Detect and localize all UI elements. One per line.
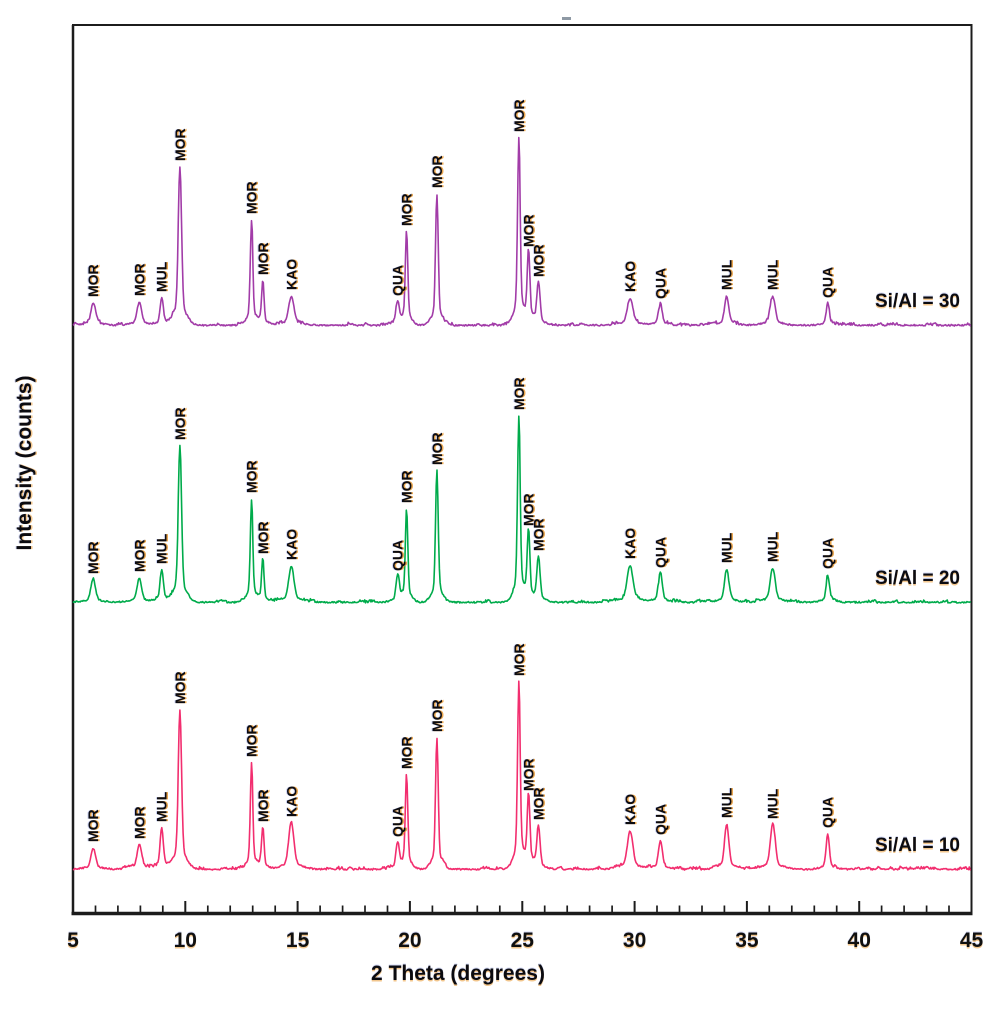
peak-label-mor: MOR — [429, 699, 445, 732]
peak-label-mul: MUL — [765, 259, 781, 290]
peak-label-qua: QUA — [390, 540, 406, 571]
peak-label-mor: MOR — [429, 155, 445, 188]
peak-label-mor: MOR — [85, 809, 101, 842]
peak-label-mor: MOR — [399, 470, 415, 503]
peak-label-qua: QUA — [652, 804, 668, 835]
peak-label-mor: MOR — [530, 244, 546, 277]
peak-label-mor: MOR — [521, 758, 537, 791]
x-tick-label: 35 — [735, 929, 759, 952]
peak-label-mor: MOR — [255, 521, 271, 554]
peak-label-mor: MOR — [85, 541, 101, 574]
peak-label-mor: MOR — [131, 263, 147, 296]
peak-label-mor: MOR — [399, 193, 415, 226]
top-dash — [562, 17, 571, 20]
x-tick-label: 20 — [398, 929, 421, 952]
peak-label-qua: QUA — [652, 537, 668, 568]
peak-label-qua: QUA — [820, 538, 836, 569]
series-label: Si/Al = 30 — [875, 291, 960, 312]
x-tick-label: 40 — [848, 929, 871, 952]
peak-label-mor: MOR — [172, 671, 188, 704]
peak-label-mor: MOR — [511, 377, 527, 410]
y-axis-title: Intensity (counts) — [13, 375, 36, 551]
peak-label-mor: MOR — [131, 806, 147, 839]
peak-label-mor: MOR — [244, 460, 260, 493]
peak-label-mor: MOR — [511, 643, 527, 676]
peak-label-mul: MUL — [719, 259, 735, 290]
peak-label-mor: MOR — [521, 214, 537, 247]
peak-label-mor: MOR — [511, 99, 527, 132]
peak-label-mul: MUL — [154, 791, 170, 822]
xrd-trace-20 — [72, 415, 971, 604]
peak-label-mor: MOR — [255, 242, 271, 275]
peak-label-mul: MUL — [154, 533, 170, 564]
x-tick-label: 45 — [960, 929, 984, 952]
peak-label-kao: KAO — [283, 259, 299, 290]
peak-label-mor: MOR — [131, 539, 147, 572]
x-axis-title: 2 Theta (degrees) — [371, 962, 545, 985]
peak-label-mor: MOR — [530, 518, 546, 551]
peak-label-mul: MUL — [154, 261, 170, 292]
x-tick-label: 30 — [623, 929, 646, 952]
peak-label-mor: MOR — [244, 181, 260, 214]
peak-label-kao: KAO — [622, 794, 638, 825]
x-tick-label: 5 — [67, 929, 79, 952]
peak-label-mor: MOR — [521, 493, 537, 526]
peak-label-mor: MOR — [172, 407, 188, 440]
peak-label-mul: MUL — [719, 532, 735, 563]
peak-label-mor: MOR — [429, 432, 445, 465]
peak-label-mul: MUL — [765, 788, 781, 819]
peak-label-qua: QUA — [820, 267, 836, 298]
peak-label-qua: QUA — [652, 268, 668, 299]
series-label: Si/Al = 10 — [875, 835, 960, 856]
peak-label-qua: QUA — [390, 806, 406, 837]
peak-label-kao: KAO — [622, 528, 638, 559]
x-tick-label: 15 — [286, 929, 310, 952]
peak-label-kao: KAO — [283, 786, 299, 817]
peak-label-mul: MUL — [719, 787, 735, 818]
peak-label-qua: QUA — [390, 265, 406, 296]
peak-label-mor: MOR — [255, 789, 271, 822]
peak-label-mul: MUL — [765, 531, 781, 562]
x-tick-label: 10 — [174, 929, 197, 952]
peak-label-mor: MOR — [530, 787, 546, 820]
peak-label-mor: MOR — [399, 736, 415, 769]
xrd-trace-10 — [72, 680, 971, 871]
peak-label-mor: MOR — [244, 724, 260, 757]
peak-label-qua: QUA — [820, 797, 836, 828]
peak-label-kao: KAO — [283, 529, 299, 560]
xrd-trace-30 — [72, 136, 972, 327]
peak-label-mor: MOR — [172, 128, 188, 161]
x-tick-label: 25 — [511, 929, 535, 952]
series-label: Si/Al = 20 — [875, 568, 960, 589]
peak-label-mor: MOR — [85, 264, 101, 297]
peak-label-kao: KAO — [622, 261, 638, 292]
